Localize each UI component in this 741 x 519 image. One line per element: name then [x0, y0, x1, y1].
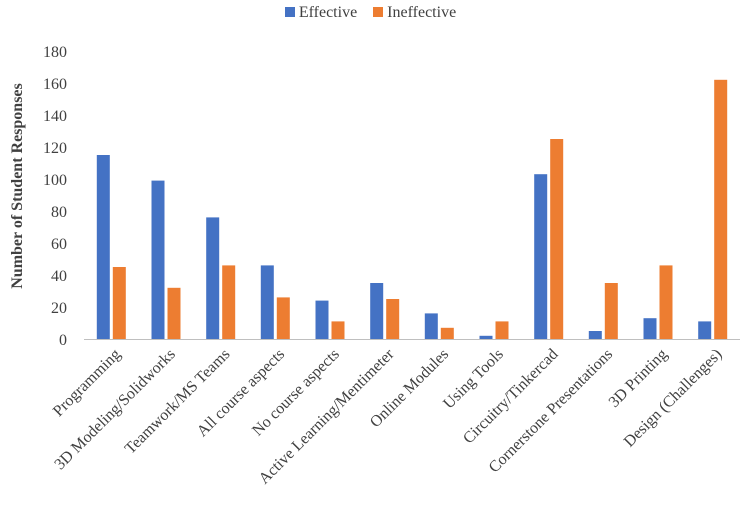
y-axis-title: Number of Student Responses — [9, 83, 26, 289]
bar-effective — [644, 318, 657, 339]
bars-group — [97, 80, 727, 339]
bar-ineffective — [660, 265, 673, 339]
bar-effective — [152, 181, 165, 339]
bar-ineffective — [550, 139, 563, 339]
bar-effective — [480, 336, 493, 339]
x-tick-label: Design (Challenges) — [621, 346, 726, 451]
y-axis-ticks: 0 20 40 60 80 100 120 140 160 180 — [43, 44, 67, 349]
bar-ineffective — [605, 283, 618, 339]
y-tick-label: 40 — [51, 268, 67, 285]
bar-effective — [425, 313, 438, 339]
bar-ineffective — [222, 265, 235, 339]
bar-effective — [698, 321, 711, 339]
bar-ineffective — [168, 288, 181, 339]
bar-effective — [261, 265, 274, 339]
bar-effective — [316, 301, 329, 339]
y-tick-label: 140 — [43, 108, 67, 125]
y-tick-label: 160 — [43, 76, 67, 93]
bar-ineffective — [332, 321, 345, 339]
y-tick-label: 20 — [51, 300, 67, 317]
x-tick-label: Circuitry/Tinkercad — [460, 346, 561, 447]
x-tick-label: Teamwork/MS Teams — [122, 346, 234, 458]
y-tick-label: 80 — [51, 204, 67, 221]
y-tick-label: 120 — [43, 140, 67, 157]
bar-ineffective — [714, 80, 727, 339]
bar-effective — [589, 331, 602, 339]
bar-effective — [206, 217, 219, 339]
bar-ineffective — [496, 321, 509, 339]
bar-effective — [534, 174, 547, 339]
y-tick-label: 180 — [43, 44, 67, 61]
y-tick-label: 0 — [59, 332, 67, 349]
bar-ineffective — [277, 297, 290, 339]
y-axis-title-group: Number of Student Responses — [9, 83, 26, 289]
bar-effective — [97, 155, 110, 339]
bar-ineffective — [441, 328, 454, 339]
y-tick-label: 100 — [43, 172, 67, 189]
bar-effective — [370, 283, 383, 339]
bar-ineffective — [113, 267, 126, 339]
y-tick-label: 60 — [51, 236, 67, 253]
bar-ineffective — [386, 299, 399, 339]
